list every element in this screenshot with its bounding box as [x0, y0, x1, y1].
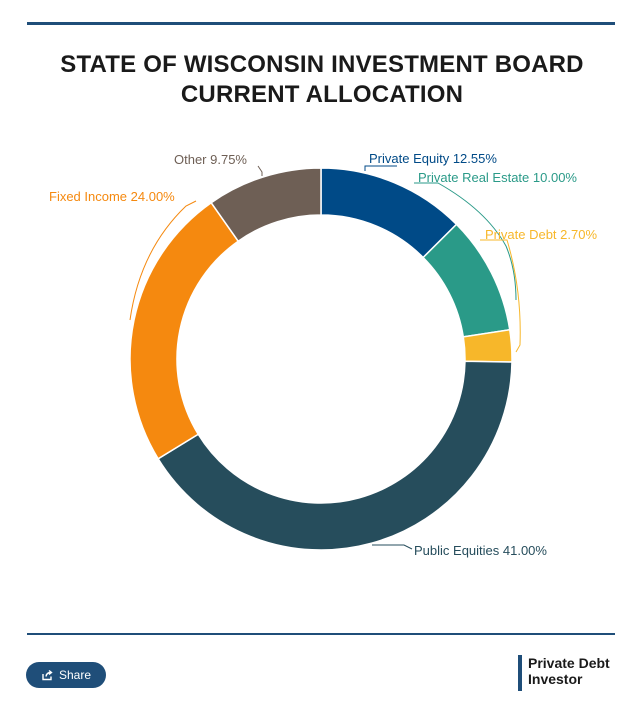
brand-logo[interactable]: Private Debt Investor [518, 655, 610, 691]
brand-line-2: Investor [528, 671, 583, 687]
bracket-private-debt [480, 239, 521, 353]
allocation-donut-chart: Private Equity 12.55% Private Real Estate… [49, 151, 597, 558]
chart-title-line-1: STATE OF WISCONSIN INVESTMENT BOARD [60, 51, 584, 78]
label-private-debt: Private Debt 2.70% [485, 227, 597, 242]
label-public-equities: Public Equities 41.00% [414, 543, 547, 558]
label-other: Other 9.75% [174, 152, 247, 167]
leader-other [257, 165, 263, 176]
bracket-private-real-estate [414, 182, 517, 301]
share-label: Share [58, 668, 92, 682]
bracket-fixed-income [129, 200, 197, 321]
slice-public-equities[interactable] [157, 360, 513, 551]
chart-title-line-2: CURRENT ALLOCATION [180, 81, 464, 108]
share-button[interactable]: Share [26, 662, 106, 688]
slice-other[interactable] [210, 167, 322, 243]
label-fixed-income: Fixed Income 24.00% [49, 189, 175, 204]
share-icon [42, 669, 53, 681]
brand-line-1: Private Debt [528, 655, 610, 671]
slice-fixed-income[interactable] [129, 201, 240, 460]
leader-private-equity [364, 165, 397, 171]
leader-public-equities [372, 544, 413, 550]
top-rule [27, 22, 615, 25]
label-private-real-estate: Private Real Estate 10.00% [418, 170, 577, 185]
label-private-equity: Private Equity 12.55% [369, 151, 497, 166]
chart-title: STATE OF WISCONSIN INVESTMENT BOARD CURR… [0, 50, 644, 110]
bottom-rule [27, 633, 615, 635]
